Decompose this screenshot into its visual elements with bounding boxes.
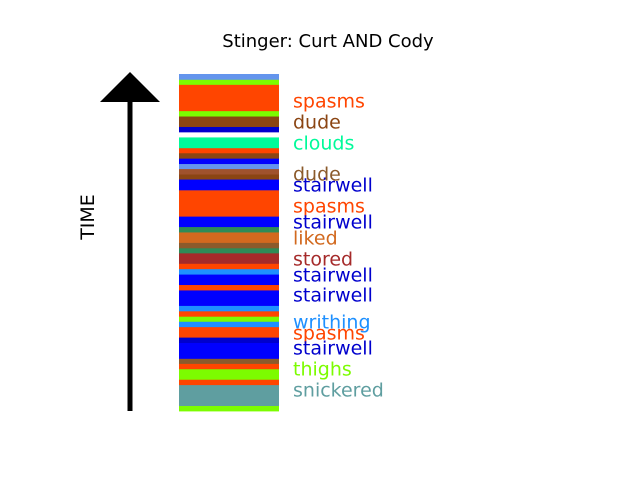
stripe-segment [179,226,279,233]
stripe-segment [179,168,279,175]
word-label: spasms [293,195,365,218]
stripe-segment [179,284,279,291]
stripe-segment [179,305,279,312]
stripe-segment [179,274,279,286]
stripe-segment [179,163,279,170]
stripe-segment [179,363,279,370]
word-label: dude [293,111,341,134]
stripe-segment [179,131,279,138]
stripe-segment [179,179,279,191]
stripe-segment [179,263,279,270]
word-label: clouds [293,132,355,155]
word-label: spasms [293,322,365,344]
stripe-segment [179,247,279,254]
stripe-segment [179,252,279,264]
stripe-segment [179,337,279,343]
stripe-segment [179,216,279,228]
stripe-segment [179,158,279,165]
stripe-segment [179,242,279,249]
word-label: liked [293,227,338,249]
stripe-segment [179,342,279,359]
stripe-segment [179,290,279,306]
stripe-segment [179,137,279,149]
time-axis-label: TIME [77,194,99,240]
stripe-segment [179,189,279,217]
stripe-segment [179,79,279,85]
stripe-segment [179,379,279,386]
stripe-segment [179,405,279,412]
stripe-segment [179,126,279,133]
stripe-segment [179,152,279,159]
stripe-segment [179,232,279,243]
stripe-bar [179,74,279,412]
word-label: dude [293,163,341,186]
stripe-segment [179,321,279,328]
stripe-segment [179,384,279,406]
stripe-segment [179,316,279,322]
time-arrow-head [100,72,160,102]
time-arrow-shaft [127,100,133,411]
stripe-segment [179,84,279,112]
stripe-segment [179,110,279,117]
word-label: stairwell [293,211,373,234]
stripe-segment [179,74,279,80]
word-label: stairwell [293,264,373,286]
word-label: writhing [293,311,371,334]
word-label: stored [293,248,354,271]
word-label: spasms [293,90,365,113]
word-label: thighs [293,358,352,381]
stripe-segment [179,326,279,338]
stripe-segment [179,268,279,275]
stripe-segment [179,368,279,380]
word-label: stairwell [293,174,373,197]
chart-title: Stinger: Curt AND Cody [222,31,434,52]
word-label: stairwell [293,284,373,307]
word-label: snickered [293,379,384,402]
stripe-segment [179,116,279,127]
stripe-segment [179,310,279,317]
stripe-segment [179,358,279,364]
stripe-segment [179,174,279,180]
word-label: stairwell [293,337,373,360]
stripe-segment [179,147,279,154]
